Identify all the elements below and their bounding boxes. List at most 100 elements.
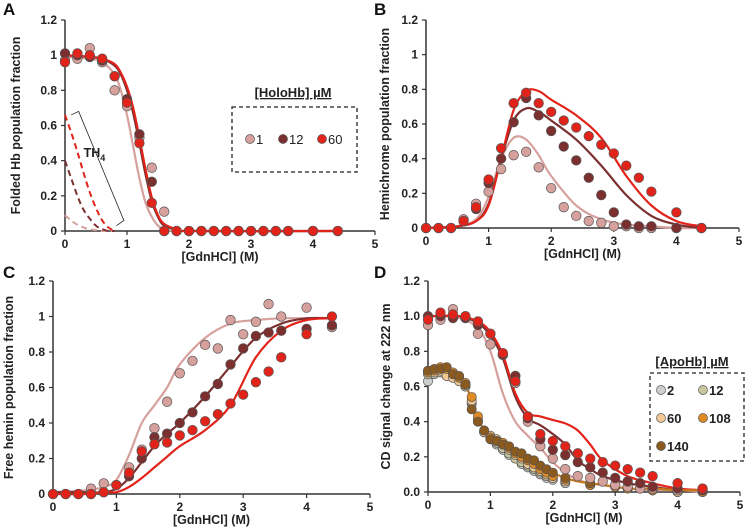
data-point-60 — [458, 215, 469, 227]
data-point-60 — [307, 225, 319, 237]
legend-marker-12 — [698, 385, 708, 395]
legend-box — [231, 106, 358, 173]
y-tick-label: 0.2 — [40, 189, 57, 203]
panel-a: A00.20.40.60.811.20 1 2 3 4 5[GdnHCl] (M)Fold… — [3, 0, 379, 264]
data-point-60 — [196, 225, 207, 237]
data-point-12 — [225, 359, 236, 370]
data-point-1 — [109, 85, 120, 96]
x-tick-label: 3 — [240, 500, 247, 514]
y-tick-label: 0.6 — [28, 381, 45, 395]
data-point-holohb-12 — [635, 478, 646, 489]
data-point-holohb-60 — [460, 311, 471, 322]
data-point-apohb-140 — [547, 467, 558, 478]
x-tick-label: 5 — [367, 500, 374, 514]
fit-curve-60 — [52, 317, 333, 496]
data-point-12 — [200, 391, 211, 402]
data-point-60 — [73, 488, 84, 500]
data-point-1 — [225, 314, 236, 326]
data-point-60 — [121, 97, 133, 108]
data-point-1 — [263, 298, 274, 310]
y-tick-label: 0.8 — [40, 83, 57, 97]
legend-label-60: 60 — [328, 132, 342, 147]
data-point-holohb-12 — [597, 467, 608, 478]
data-point-holohb-1 — [585, 472, 596, 484]
data-point-60 — [111, 479, 122, 491]
data-point-holohb-1 — [560, 463, 571, 475]
data-point-apohb-140 — [466, 404, 477, 415]
data-point-1 — [508, 150, 519, 161]
y-tick-label: 1 — [411, 48, 418, 62]
data-point-12 — [59, 48, 71, 59]
data-point-60 — [171, 225, 182, 237]
data-point-60 — [109, 71, 120, 82]
data-point-1 — [98, 478, 109, 489]
data-point-holohb-60 — [597, 456, 608, 468]
legend-label-2: 2 — [667, 383, 674, 398]
legend-title: [ApoHb] µM — [655, 354, 728, 369]
y-tick-label: 1.2 — [403, 274, 420, 288]
data-point-12 — [508, 117, 519, 128]
data-point-holohb-60 — [472, 316, 484, 327]
legend-marker-1 — [245, 134, 255, 144]
data-point-holohb-60 — [485, 328, 496, 339]
x-tick-label: 0 — [62, 237, 69, 251]
y-axis-label: Hemichrome population fraction — [378, 28, 392, 220]
data-point-12 — [621, 219, 632, 230]
y-axis-label: CD signal change at 222 nm — [379, 303, 393, 469]
data-point-60 — [47, 488, 59, 500]
data-point-holohb-60 — [635, 467, 646, 478]
data-point-12 — [238, 343, 249, 354]
legend-marker-12 — [278, 134, 288, 144]
data-point-holohb-60 — [535, 428, 546, 440]
data-point-apohb-140 — [441, 362, 452, 373]
data-point-60 — [187, 424, 198, 436]
data-point-60 — [146, 197, 157, 209]
data-point-12 — [326, 320, 338, 331]
x-tick-label: 1 — [487, 498, 494, 512]
data-point-holohb-1 — [597, 476, 608, 487]
data-point-60 — [245, 225, 257, 237]
data-point-apohb-140 — [472, 416, 483, 427]
legend-label-12: 12 — [289, 132, 303, 147]
data-point-60 — [161, 437, 173, 448]
data-point-1 — [187, 355, 198, 367]
x-tick-label: 4 — [674, 498, 681, 512]
data-point-1 — [521, 146, 532, 157]
data-point-12 — [187, 407, 198, 418]
data-point-60 — [583, 130, 594, 142]
x-tick-label: 5 — [736, 234, 743, 248]
data-point-12 — [546, 125, 557, 137]
data-point-apohb-140 — [560, 472, 571, 483]
data-point-60 — [136, 446, 147, 457]
data-point-60 — [174, 430, 185, 441]
data-point-1 — [583, 215, 594, 227]
data-point-holohb-60 — [522, 411, 533, 422]
data-point-12 — [571, 155, 582, 166]
x-tick-label: 0 — [50, 500, 57, 514]
data-point-60 — [233, 225, 244, 237]
x-axis-label: [GdnHCl] (M) — [545, 511, 622, 525]
data-point-12 — [174, 417, 185, 429]
y-tick-label: 0.8 — [401, 82, 418, 96]
th4-dashed-curve-12 — [64, 160, 115, 233]
y-tick-label: 1 — [38, 310, 45, 324]
th4-bracket — [71, 110, 125, 227]
data-point-60 — [671, 207, 682, 218]
data-point-holohb-1 — [485, 339, 496, 350]
data-point-60 — [332, 225, 343, 237]
panel-d: D0.00.20.40.60.81.01.20 1 2 3 4 5[GdnHCl] (M)… — [374, 263, 745, 525]
legend-label-60: 60 — [667, 411, 681, 426]
panel-letter: B — [374, 0, 386, 19]
data-point-12 — [161, 428, 173, 439]
data-point-60 — [558, 115, 569, 126]
y-tick-label: 1.2 — [401, 13, 418, 27]
data-point-holohb-12 — [585, 462, 596, 473]
x-tick-label: 2 — [176, 500, 183, 514]
data-point-60 — [258, 225, 269, 237]
data-point-1 — [159, 206, 170, 217]
data-point-60 — [238, 389, 249, 400]
data-point-60 — [470, 202, 482, 213]
data-point-holohb-12 — [622, 476, 633, 487]
data-point-60 — [301, 329, 312, 340]
